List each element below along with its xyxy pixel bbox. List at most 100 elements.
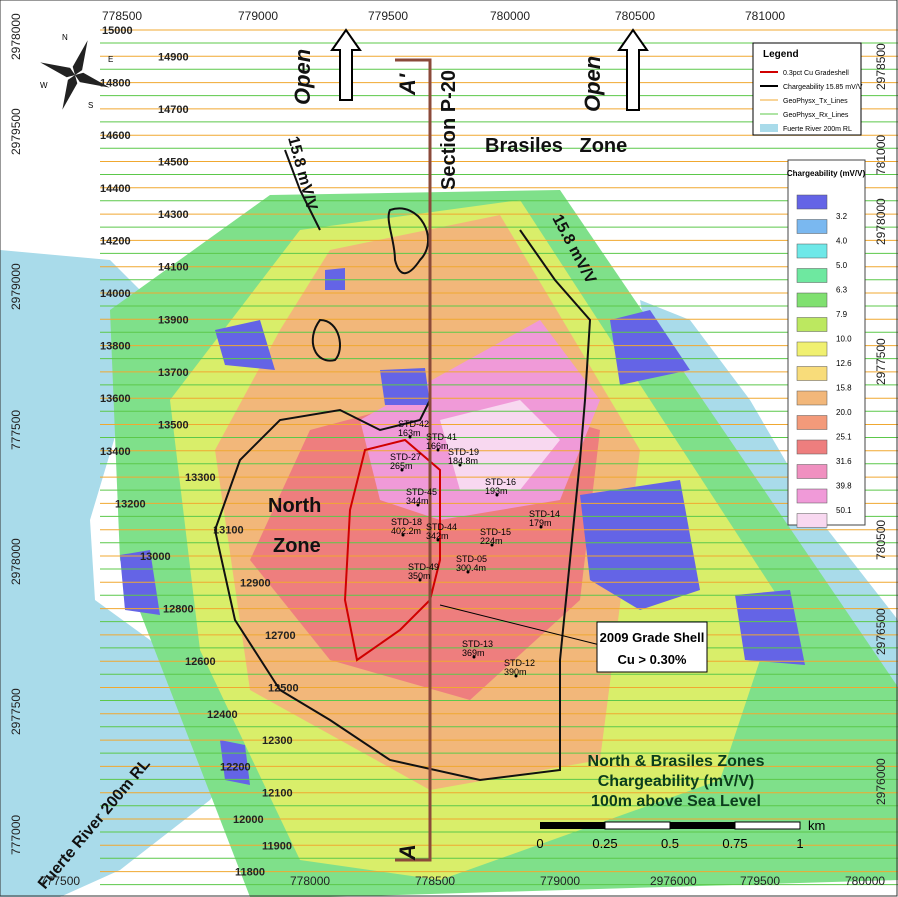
- scale-swatch: [796, 292, 828, 308]
- drillhole: [418, 578, 422, 582]
- blob: [220, 740, 250, 785]
- drillhole-id: STD-49: [408, 562, 439, 572]
- section-label: Section P-20: [438, 70, 460, 190]
- drillhole-depth: 300.4m: [456, 563, 486, 573]
- coord-label: 780000: [490, 9, 530, 23]
- drillhole-depth: 344m: [406, 496, 429, 506]
- drillhole-id: STD-05: [456, 554, 487, 564]
- drillhole: [514, 674, 518, 678]
- arrow: [617, 28, 649, 111]
- scale-value: 15.8: [836, 384, 852, 393]
- scale-swatch: [796, 464, 828, 479]
- coord-label: 2978500: [874, 43, 888, 90]
- drillhole-depth: 402.2m: [391, 526, 421, 536]
- line-label: 13900: [158, 314, 189, 326]
- drillhole-depth: 369m: [462, 648, 485, 658]
- callout-text: 2009 Grade Shell: [600, 630, 705, 645]
- legend-box: [752, 42, 862, 136]
- coord-label: 2978000: [874, 198, 888, 245]
- title-line: North & Brasiles Zones: [588, 753, 765, 770]
- chargeability-scale: 3.2 4.0 5.0 6.3 7.9 10.0 12.6 15.8 20.0 25.1 31.6 3…: [796, 194, 852, 528]
- scale-swatch: [796, 415, 828, 430]
- scale-swatch: [796, 513, 828, 528]
- drillhole: [408, 435, 412, 439]
- line-label: 12900: [240, 577, 271, 589]
- scale-swatch: [796, 488, 828, 504]
- coord-label: 781000: [745, 9, 785, 23]
- coord-label: 2978000: [9, 13, 23, 60]
- line-label: 12800: [163, 604, 194, 616]
- scale-label: km: [808, 818, 825, 833]
- line-label: 12300: [262, 735, 293, 747]
- arrow: [330, 28, 362, 101]
- coord-label: 2976500: [874, 608, 888, 655]
- line-label: 14700: [158, 104, 189, 116]
- blob: [610, 310, 690, 385]
- drillhole-depth: 350m: [408, 571, 431, 581]
- scale-value: 6.3: [836, 286, 848, 295]
- line-label: 14400: [100, 183, 131, 195]
- drillhole: [472, 655, 476, 659]
- scale-swatch: [796, 219, 828, 234]
- line-label: 12000: [233, 814, 264, 826]
- blob: [325, 268, 345, 290]
- drillhole-id: STD-42: [398, 419, 429, 429]
- callout-text: Cu > 0.30%: [617, 652, 686, 667]
- scale-segment: [604, 821, 671, 830]
- scale-swatch: [796, 390, 828, 406]
- scale-swatch: [796, 341, 828, 357]
- line-label: 13400: [100, 446, 131, 458]
- drillhole-id: STD-13: [462, 639, 493, 649]
- scale-value: 7.9: [836, 310, 848, 319]
- line-label: 12400: [207, 709, 238, 721]
- scale-segment: [540, 822, 605, 829]
- coord-label: 777500: [9, 410, 23, 450]
- scale-value: 20.0: [836, 408, 852, 417]
- label: A': [395, 73, 420, 96]
- coord-label: 779500: [740, 874, 780, 888]
- line-label: 13000: [140, 551, 171, 563]
- coord-label: 778500: [102, 9, 142, 23]
- coord-label: 2976000: [650, 874, 697, 888]
- drillhole-id: STD-41: [426, 432, 457, 442]
- drillhole: [416, 503, 420, 507]
- line-label: 12700: [265, 630, 296, 642]
- scale-bar: [540, 821, 801, 830]
- map-title: North & Brasiles Zones Chargeability (mV…: [588, 753, 765, 810]
- scale-value: 39.8: [836, 482, 852, 491]
- coord-label: 777000: [9, 815, 23, 855]
- line-label: 12100: [262, 788, 293, 800]
- line-label: 13800: [100, 341, 131, 353]
- section-line: [395, 58, 432, 862]
- drillhole: [466, 570, 470, 574]
- survey-lines: 15000 14900 14800 14700 14600 14500 14400 14300…: [100, 25, 898, 886]
- contour: [213, 229, 592, 782]
- legend-title: Legend: [763, 49, 799, 60]
- scale-label: 0: [536, 836, 543, 851]
- scale-value: 5.0: [836, 261, 848, 270]
- scale-value: 31.6: [836, 457, 852, 466]
- blob: [380, 368, 430, 405]
- drillhole-id: STD-15: [480, 527, 511, 537]
- label: A: [395, 844, 420, 861]
- zone-label: North: [268, 495, 321, 517]
- callout-pointer: [439, 604, 601, 646]
- compass-letter: W: [40, 81, 48, 90]
- line-label: 11900: [262, 840, 292, 852]
- coord-label: 779000: [238, 9, 278, 23]
- legend: 0.3pct Cu Gradeshell Chargeability 15.85 …: [760, 70, 863, 133]
- compass-letter: N: [62, 33, 68, 42]
- contour: [387, 207, 430, 275]
- scale-swatch: [796, 317, 828, 332]
- drillhole-depth: 166m: [426, 441, 449, 451]
- legend-label: GeoPhysx_Rx_Lines: [783, 112, 849, 119]
- scale-title: Chargeability (mV/V): [787, 169, 866, 178]
- map-labels: Open Open A' A: [290, 49, 605, 861]
- drillhole-id: STD-27: [390, 452, 421, 462]
- drillhole: [495, 493, 499, 497]
- drillhole-depth: 342m: [426, 531, 449, 541]
- legend-label: Fuerte River 200m RL: [783, 126, 852, 133]
- line-label: 13700: [158, 367, 189, 379]
- drillhole-id: STD-44: [426, 522, 457, 532]
